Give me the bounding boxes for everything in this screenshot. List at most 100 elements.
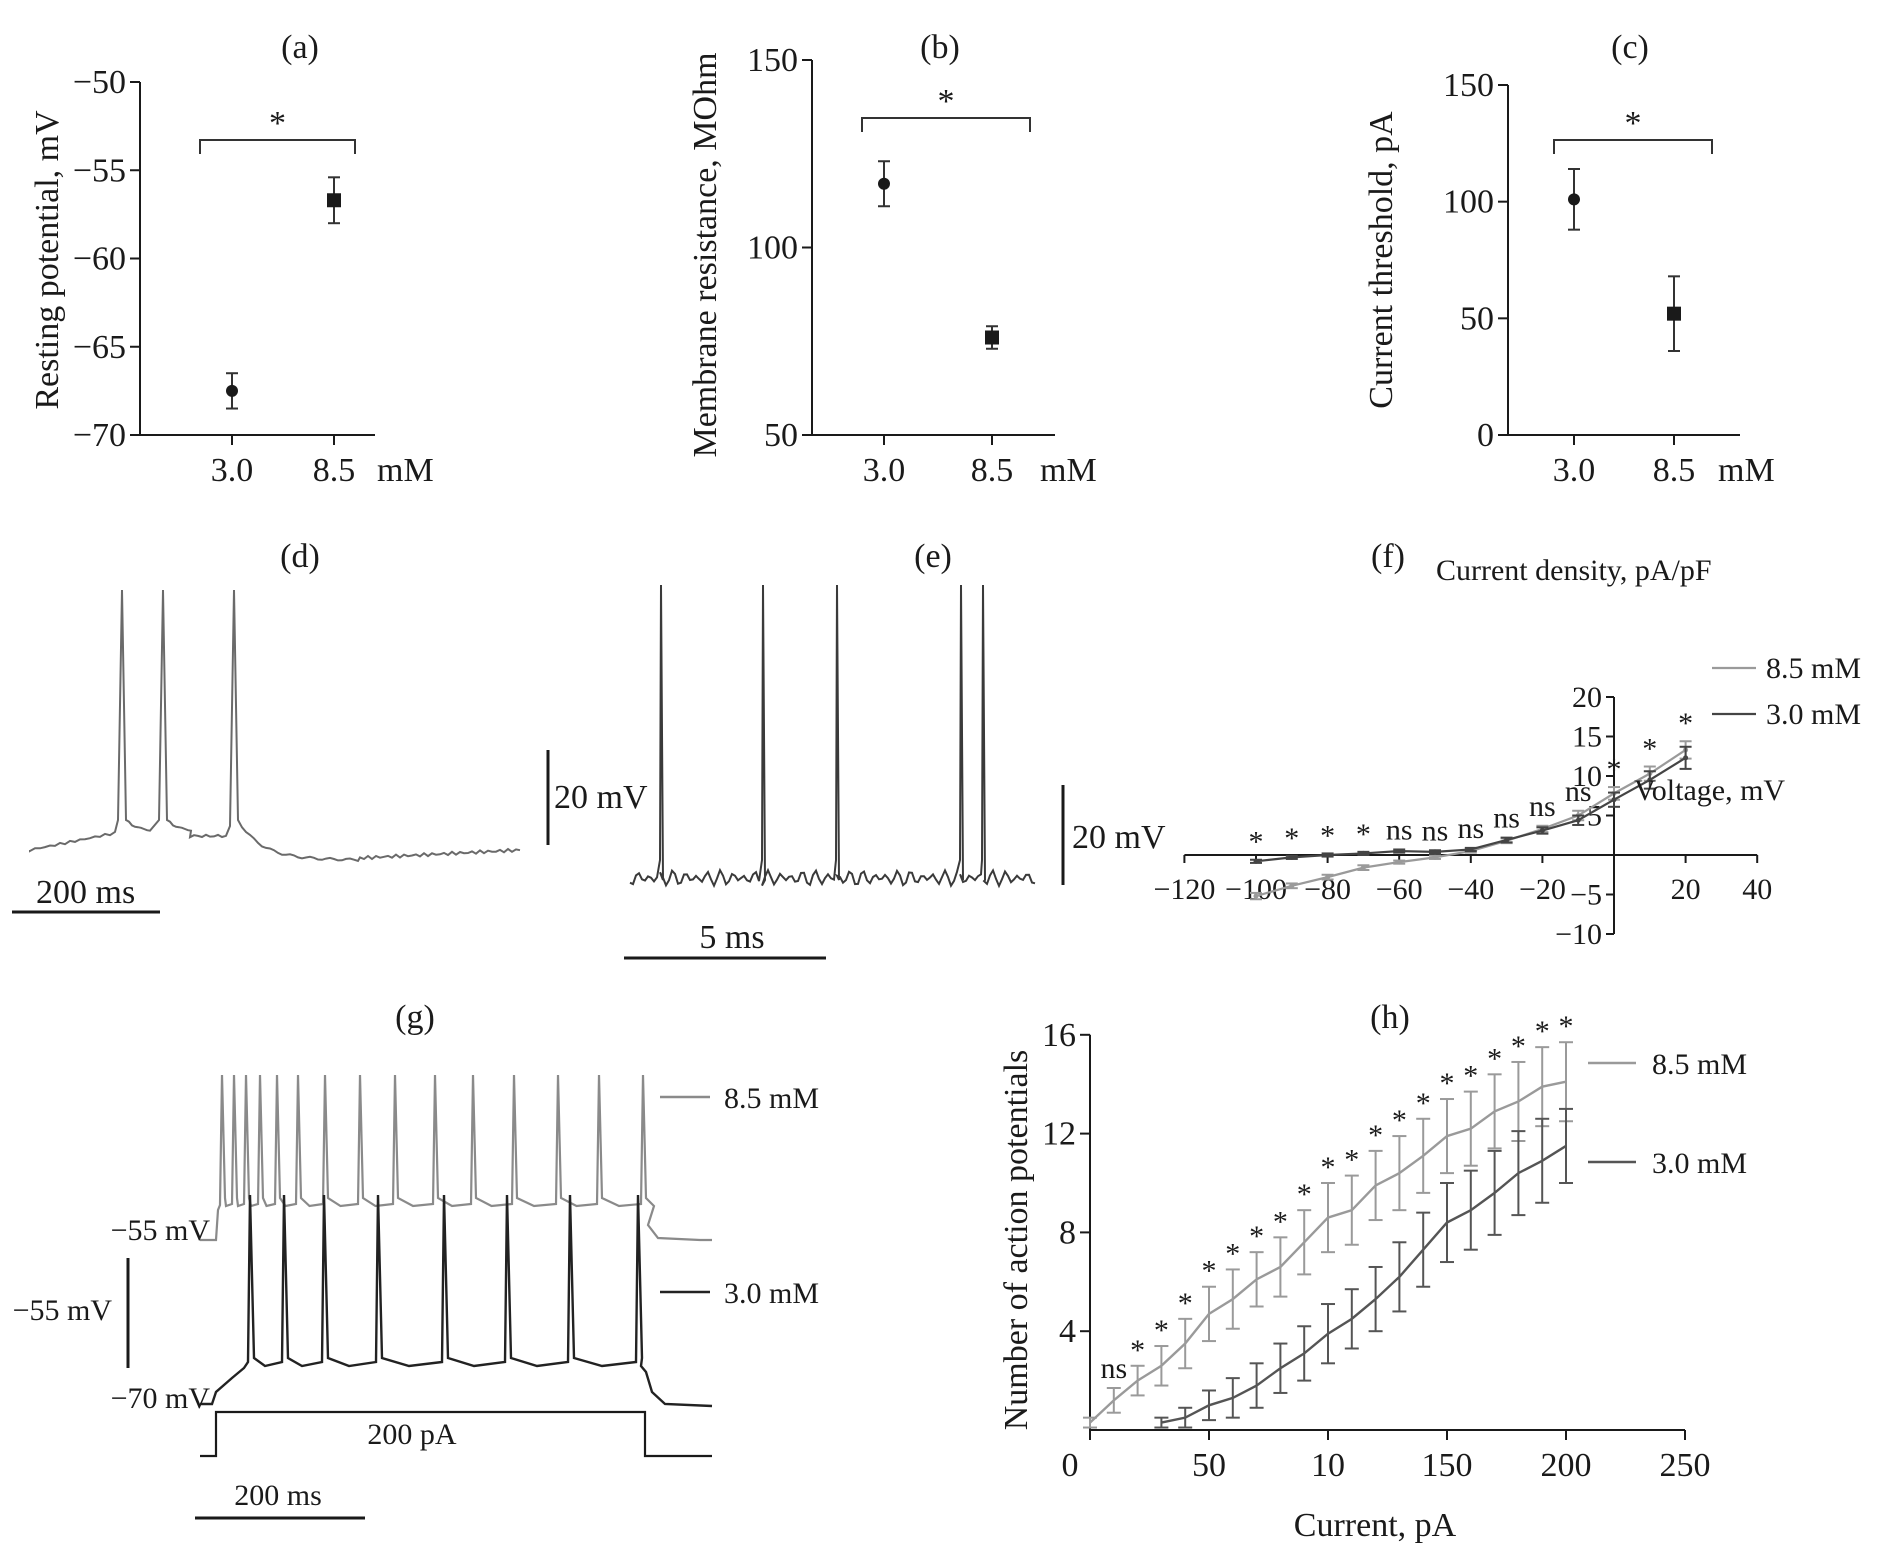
x-tick-label: 250	[1660, 1447, 1711, 1484]
y-tick-label: 10	[1572, 760, 1602, 793]
y-tick-label: 4	[1059, 1313, 1076, 1350]
x-tick-label: 20	[1671, 873, 1701, 906]
significance-marker: ns	[1493, 802, 1520, 835]
significance-marker: *	[1225, 1237, 1240, 1270]
legend-label: 8.5 mM	[724, 1082, 819, 1115]
significance-marker: *	[1249, 1220, 1264, 1253]
y-tick-label: 15	[1572, 721, 1602, 754]
x-unit-label: mM	[1718, 452, 1775, 489]
panel-c: 0 50 100 150 3.0 8.5 mM (c) Current threshold, p…	[1363, 29, 1775, 489]
panel-title: (g)	[395, 999, 435, 1036]
stimulus-label: 200 pA	[367, 1418, 457, 1451]
y-tick-label: −60	[73, 241, 126, 278]
y-axis-label: Number of action potentials	[998, 1050, 1035, 1431]
data-point	[226, 384, 238, 397]
significance-marker: *	[1511, 1030, 1526, 1063]
time-scale-label: 5 ms	[699, 919, 764, 956]
panel-title: (b)	[920, 29, 960, 66]
y-tick-label: 50	[764, 417, 798, 454]
significance-marker: *	[1284, 822, 1299, 855]
significance-marker: *	[1297, 1178, 1312, 1211]
legend-label: 8.5 mM	[1652, 1048, 1747, 1081]
significance-marker: *	[1202, 1255, 1217, 1288]
trace-8.5-mM	[200, 1074, 712, 1242]
significance-marker: *	[1607, 753, 1622, 786]
y-tick-label: 150	[1443, 67, 1494, 104]
significance-marker: *	[1130, 1334, 1145, 1367]
x-axis-label: Current, pA	[1294, 1507, 1457, 1544]
x-tick-label: 40	[1742, 873, 1772, 906]
y-tick-label: 100	[747, 230, 798, 267]
panel-d: (d) 20 mV 200 ms	[12, 538, 648, 914]
series-line	[1089, 1080, 1567, 1424]
stimulus-trace	[200, 1410, 712, 1458]
panel-g: (g) 200 pA −55 mV −55 mV −70 mV 200 ms 8.5 mM 3…	[13, 999, 819, 1520]
panel-a: −70 −65 −60 −55 −50 3.0 8.5 mM (a) Resting potent…	[29, 29, 434, 489]
x-tick-label: −60	[1376, 873, 1423, 906]
significance-marker: *	[1154, 1314, 1169, 1347]
y-tick-label: 8	[1059, 1214, 1076, 1251]
significance-marker: *	[938, 83, 955, 120]
panel-title: (c)	[1611, 29, 1649, 66]
time-scale-label: 200 ms	[234, 1479, 322, 1512]
significance-marker: *	[1392, 1104, 1407, 1137]
series-line	[1255, 756, 1687, 863]
significance-bracket	[1553, 139, 1713, 154]
x-tick-label: 10	[1311, 1447, 1345, 1484]
series-line	[1161, 1144, 1567, 1424]
time-scale-label: 200 ms	[36, 874, 135, 911]
significance-marker: *	[1535, 1015, 1550, 1048]
legend-label: 3.0 mM	[1652, 1147, 1747, 1180]
panel-title: (f)	[1371, 538, 1405, 575]
significance-marker: ns	[1386, 813, 1413, 846]
panel-f: −120 −100 −80 −60 −40 −20 20 40−10−551015208.5 …	[1153, 538, 1861, 951]
x-tick-label: −20	[1519, 873, 1566, 906]
panel-title: (h)	[1370, 999, 1410, 1036]
panel-e: (e) 20 mV 5 ms	[624, 538, 1166, 960]
y-tick-label: −70	[73, 417, 126, 454]
x-tick-label: 150	[1422, 1447, 1473, 1484]
significance-marker: *	[1273, 1205, 1288, 1238]
y-tick-label: 16	[1042, 1017, 1076, 1054]
y-tick-label: 20	[1572, 681, 1602, 714]
membrane-trace	[29, 589, 521, 863]
data-point	[1667, 306, 1681, 321]
significance-marker: *	[1320, 819, 1335, 852]
significance-marker: *	[1487, 1042, 1502, 1075]
x-tick-label: 3.0	[211, 452, 254, 489]
panel-b: 50 100 150 3.0 8.5 mM (b) Membrane resistance, …	[687, 29, 1097, 489]
data-point	[878, 177, 890, 190]
y-tick-label: 0	[1477, 417, 1494, 454]
x-tick-label: 200	[1541, 1447, 1592, 1484]
label-top-voltage: −55 mV	[111, 1214, 211, 1247]
membrane-trace	[629, 584, 1036, 889]
significance-marker: *	[1344, 1144, 1359, 1177]
label-left-voltage: −55 mV	[13, 1294, 113, 1327]
significance-marker: *	[1678, 707, 1693, 740]
significance-marker: *	[1356, 818, 1371, 851]
label-rest-voltage: −70 mV	[111, 1382, 211, 1415]
panel-title: (d)	[280, 538, 320, 575]
x-unit-label: mM	[377, 452, 434, 489]
x-tick-label: 8.5	[313, 452, 356, 489]
significance-marker: *	[1642, 733, 1657, 766]
significance-marker: *	[1440, 1067, 1455, 1100]
significance-marker: ns	[1457, 812, 1484, 845]
y-tick-label: −10	[1555, 918, 1602, 951]
x-axis-label: Voltage, mV	[1634, 774, 1785, 807]
x-tick-label: 3.0	[863, 452, 906, 489]
y-tick-label: −65	[73, 329, 126, 366]
x-tick-label: −40	[1447, 873, 1494, 906]
y-axis-label: Current density, pA/pF	[1436, 554, 1712, 587]
significance-marker: ns	[1100, 1352, 1127, 1385]
y-tick-label: 100	[1443, 184, 1494, 221]
significance-marker: *	[1625, 105, 1642, 142]
y-axis-label: Resting potential, mV	[29, 110, 66, 410]
trace-3.0-mM	[200, 1194, 713, 1408]
significance-marker: ns	[1565, 775, 1592, 808]
y-tick-label: 50	[1460, 300, 1494, 337]
x-tick-label: −120	[1153, 873, 1215, 906]
x-unit-label: mM	[1040, 452, 1097, 489]
y-tick-label: 150	[747, 42, 798, 79]
